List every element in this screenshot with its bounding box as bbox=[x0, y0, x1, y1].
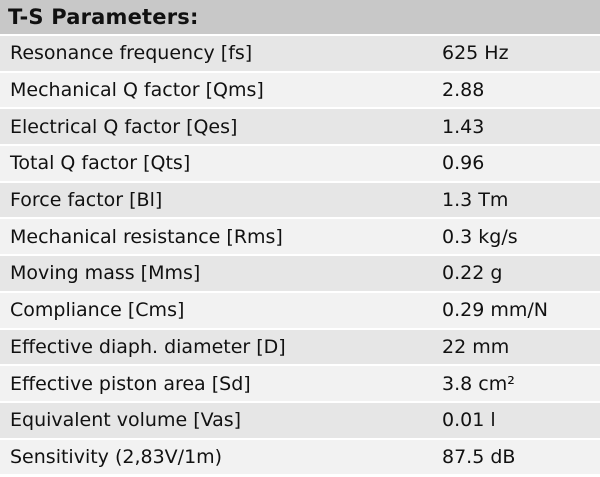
table-row: Effective diaph. diameter [D] 22 mm bbox=[0, 329, 600, 367]
parameter-label: Resonance frequency [fs] bbox=[10, 42, 253, 65]
parameter-value: 3.8 cm² bbox=[442, 372, 515, 395]
parameter-label: Compliance [Cms] bbox=[10, 299, 185, 322]
parameter-label: Equivalent volume [Vas] bbox=[10, 409, 242, 432]
table-row: Moving mass [Mms] 0.22 g bbox=[0, 256, 600, 293]
parameter-value: 0.96 bbox=[442, 152, 485, 175]
parameter-label: Effective diaph. diameter [D] bbox=[10, 335, 286, 358]
parameter-label: Mechanical resistance [Rms] bbox=[10, 225, 283, 248]
parameter-value: 22 mm bbox=[442, 335, 510, 358]
table-row: Resonance frequency [fs] 625 Hz bbox=[0, 36, 600, 73]
parameter-value: 625 Hz bbox=[442, 42, 509, 65]
table-row: Sensitivity (2,83V/1m) 87.5 dB bbox=[0, 439, 600, 477]
table-row: Equivalent volume [Vas] 0.01 l bbox=[0, 402, 600, 440]
parameter-value: 1.3 Tm bbox=[442, 189, 509, 212]
table-body: Resonance frequency [fs] 625 Hz Mechanic… bbox=[0, 36, 600, 477]
parameter-value: 0.29 mm/N bbox=[442, 299, 548, 322]
parameter-value: 0.01 l bbox=[442, 409, 496, 432]
table-row: Effective piston area [Sd] 3.8 cm² bbox=[0, 366, 600, 403]
parameter-value: 0.22 g bbox=[442, 262, 503, 285]
parameter-value: 0.3 kg/s bbox=[442, 225, 518, 248]
table-row: Total Q factor [Qts] 0.96 bbox=[0, 146, 600, 183]
parameter-label: Effective piston area [Sd] bbox=[10, 372, 251, 395]
table-title: T-S Parameters: bbox=[8, 5, 199, 29]
table-row: Mechanical Q factor [Qms] 2.88 bbox=[0, 72, 600, 110]
parameter-label: Total Q factor [Qts] bbox=[10, 152, 191, 175]
parameter-value: 1.43 bbox=[442, 115, 485, 138]
table-row: Force factor [Bl] 1.3 Tm bbox=[0, 182, 600, 220]
parameter-label: Force factor [Bl] bbox=[10, 189, 163, 212]
parameter-value: 2.88 bbox=[442, 79, 485, 102]
table-row: Mechanical resistance [Rms] 0.3 kg/s bbox=[0, 219, 600, 257]
table-row: Electrical Q factor [Qes] 1.43 bbox=[0, 109, 600, 147]
table-row: Compliance [Cms] 0.29 mm/N bbox=[0, 292, 600, 330]
table-header: T-S Parameters: bbox=[0, 0, 600, 36]
parameter-value: 87.5 dB bbox=[442, 445, 516, 468]
parameter-label: Mechanical Q factor [Qms] bbox=[10, 79, 264, 102]
parameter-label: Sensitivity (2,83V/1m) bbox=[10, 445, 223, 468]
parameter-label: Moving mass [Mms] bbox=[10, 262, 201, 285]
parameter-label: Electrical Q factor [Qes] bbox=[10, 115, 238, 138]
